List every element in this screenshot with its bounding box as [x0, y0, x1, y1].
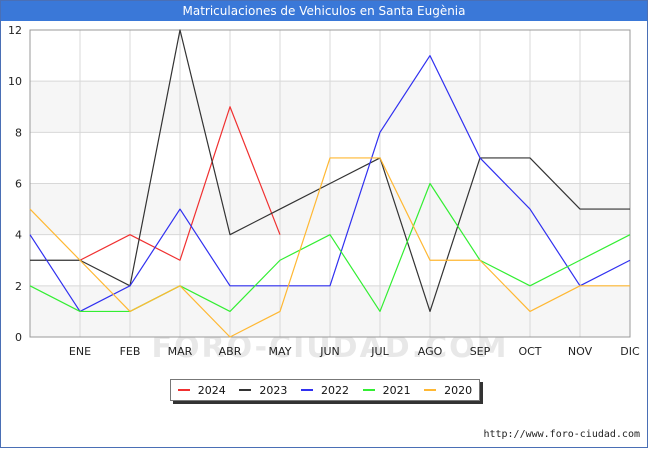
- legend-item-2022: 2022: [300, 383, 349, 397]
- series-lines: [29, 29, 631, 338]
- y-tick-label: 4: [15, 229, 22, 242]
- legend-swatch: [177, 389, 190, 391]
- x-tick-label: ENE: [69, 345, 91, 358]
- x-tick-label: AGO: [418, 345, 443, 358]
- y-tick-label: 12: [8, 24, 22, 37]
- x-tick-label: SEP: [470, 345, 491, 358]
- legend-item-2024: 2024: [177, 383, 226, 397]
- x-tick-label: JUN: [319, 345, 340, 358]
- legend-swatch: [239, 389, 252, 391]
- y-tick-label: 10: [8, 75, 22, 88]
- series-line-2020: [29, 157, 630, 338]
- y-tick-label: 0: [15, 331, 22, 344]
- legend-label: 2023: [259, 383, 288, 397]
- x-tick-label: OCT: [518, 345, 541, 358]
- series-line-2022: [29, 54, 631, 313]
- x-tick-label: FEB: [120, 345, 141, 358]
- legend: 2024 2023 2022 2021 2020: [170, 379, 480, 401]
- chart-title: Matriculaciones de Vehiculos en Santa Eu…: [1, 1, 647, 21]
- y-tick-label: 8: [15, 126, 22, 139]
- x-tick-labels: ENE FEB MAR ABR MAY JUN JUL AGO SEP OCT NOV DIC: [69, 345, 640, 358]
- legend-label: 2024: [197, 383, 226, 397]
- legend-item-2021: 2021: [362, 383, 411, 397]
- y-tick-label: 2: [15, 280, 22, 293]
- legend-label: 2022: [320, 383, 349, 397]
- y-tick-label: 6: [15, 178, 22, 191]
- source-url: http://www.foro-ciudad.com: [483, 429, 640, 440]
- legend-label: 2021: [382, 383, 411, 397]
- legend-item-2020: 2020: [424, 384, 472, 397]
- legend-item-2023: 2023: [239, 384, 287, 397]
- x-tick-label: NOV: [568, 345, 593, 358]
- x-tick-label: MAR: [168, 345, 193, 358]
- x-tick-label: JUL: [370, 345, 389, 358]
- x-tick-label: MAY: [269, 345, 292, 358]
- x-tick-label: DIC: [620, 345, 640, 358]
- legend-label: 2020: [444, 383, 473, 397]
- axes: [29, 29, 631, 338]
- legend-swatch: [300, 389, 313, 391]
- y-tick-labels: 0 2 4 6 8 10 12: [8, 24, 22, 344]
- legend-swatch: [424, 389, 437, 391]
- x-tick-label: ABR: [219, 345, 242, 358]
- legend-swatch: [362, 389, 375, 391]
- plot-border: [29, 29, 631, 338]
- series-line-2024: [79, 106, 281, 261]
